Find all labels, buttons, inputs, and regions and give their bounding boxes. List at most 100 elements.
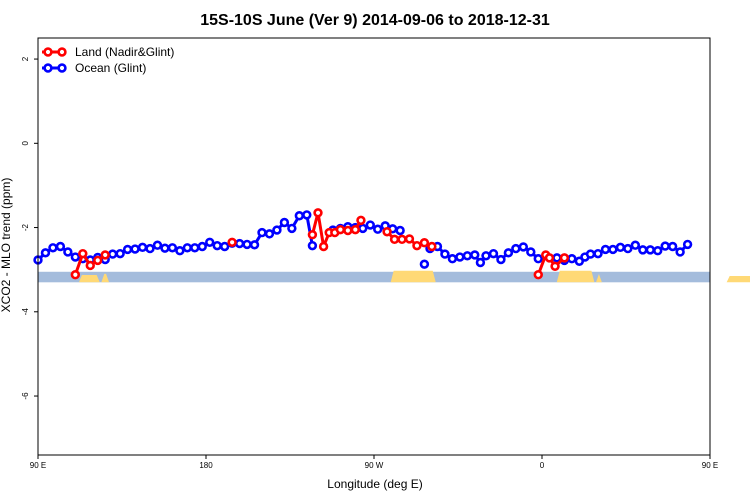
data-point bbox=[475, 257, 486, 268]
legend-marker bbox=[43, 47, 53, 57]
data-point bbox=[427, 241, 437, 252]
x-tick-label: 90 W bbox=[365, 461, 384, 470]
y-tick-label: -2 bbox=[21, 223, 30, 231]
y-axis-label: XCO2 - MLO trend (ppm) bbox=[0, 178, 13, 313]
data-point bbox=[550, 261, 560, 271]
data-point bbox=[488, 248, 499, 259]
data-point bbox=[623, 243, 633, 254]
land-strip-segment bbox=[726, 276, 750, 283]
data-point bbox=[242, 239, 252, 250]
data-point bbox=[294, 211, 305, 221]
data-point bbox=[257, 227, 267, 238]
data-point bbox=[152, 240, 163, 250]
data-point bbox=[404, 234, 415, 244]
data-point bbox=[307, 240, 318, 251]
data-point bbox=[660, 241, 670, 251]
data-point bbox=[115, 248, 125, 259]
data-point bbox=[675, 247, 685, 257]
data-point bbox=[462, 251, 473, 261]
data-point bbox=[264, 229, 275, 239]
data-point bbox=[544, 253, 555, 263]
data-point bbox=[552, 253, 562, 263]
data-point bbox=[440, 249, 450, 259]
legend-marker bbox=[43, 63, 53, 73]
data-point bbox=[533, 254, 543, 264]
legend-marker bbox=[57, 63, 67, 73]
data-point bbox=[219, 241, 230, 252]
data-point bbox=[455, 252, 465, 262]
land-strip-segment bbox=[101, 273, 110, 283]
data-point bbox=[227, 237, 237, 247]
chart-title: 15S-10S June (Ver 9) 2014-09-06 to 2018-… bbox=[200, 12, 550, 29]
data-point bbox=[567, 254, 577, 264]
data-point bbox=[70, 270, 81, 280]
legend: Land (Nadir&Glint) Ocean (Glint) bbox=[42, 45, 174, 75]
data-point bbox=[55, 241, 66, 252]
data-point bbox=[130, 244, 140, 254]
data-point bbox=[356, 215, 366, 226]
data-point bbox=[373, 224, 383, 234]
data-point bbox=[335, 224, 346, 235]
data-point bbox=[63, 247, 73, 257]
data-point bbox=[167, 243, 178, 253]
data-point bbox=[365, 220, 375, 230]
data-point bbox=[197, 241, 207, 252]
data-point bbox=[518, 242, 529, 252]
data-point bbox=[615, 242, 626, 253]
data-point bbox=[190, 243, 200, 253]
x-tick-label: 90 E bbox=[30, 461, 46, 470]
data-point bbox=[40, 248, 51, 258]
data-point bbox=[343, 225, 353, 236]
land-strip-segment bbox=[390, 270, 436, 283]
data-point bbox=[318, 241, 329, 252]
y-tick-label: -6 bbox=[21, 392, 30, 400]
data-point bbox=[182, 243, 193, 253]
land-ocean-strip bbox=[38, 270, 750, 283]
data-point bbox=[667, 241, 678, 252]
data-point bbox=[272, 225, 282, 235]
data-point bbox=[122, 244, 133, 255]
land-strip-segment bbox=[556, 270, 595, 283]
data-point bbox=[608, 244, 618, 255]
series-land bbox=[70, 208, 570, 280]
y-axis: 2 0 -2 -4 -6 bbox=[21, 56, 38, 400]
data-point bbox=[630, 240, 641, 250]
data-point bbox=[447, 254, 458, 264]
x-tick-label: 0 bbox=[540, 461, 545, 470]
data-point bbox=[279, 217, 290, 228]
data-point bbox=[600, 244, 611, 255]
data-point bbox=[85, 260, 95, 271]
x-axis-label: Longitude (deg E) bbox=[327, 477, 422, 491]
data-point bbox=[470, 250, 480, 260]
y-tick-label: 2 bbox=[21, 56, 30, 61]
data-point bbox=[559, 253, 570, 263]
data-point bbox=[533, 270, 543, 280]
data-point bbox=[395, 225, 405, 236]
data-point bbox=[511, 243, 521, 254]
data-point bbox=[137, 242, 148, 253]
land-strip-segment bbox=[596, 273, 602, 283]
data-point bbox=[503, 248, 514, 258]
data-point bbox=[249, 240, 260, 250]
data-point bbox=[419, 259, 430, 269]
data-point bbox=[389, 234, 400, 245]
data-point bbox=[653, 246, 663, 256]
data-point bbox=[481, 251, 491, 261]
data-point bbox=[350, 224, 361, 235]
data-point bbox=[302, 210, 312, 220]
data-point bbox=[496, 254, 506, 265]
data-point bbox=[645, 245, 655, 255]
land-strip-segment bbox=[78, 274, 100, 283]
legend-marker bbox=[57, 47, 67, 57]
data-point bbox=[70, 252, 81, 262]
data-point bbox=[145, 243, 155, 254]
series-layer bbox=[33, 208, 693, 280]
data-point bbox=[412, 240, 422, 251]
x-tick-label: 90 E bbox=[702, 461, 718, 470]
data-point bbox=[234, 238, 245, 249]
data-point bbox=[526, 247, 536, 257]
data-point bbox=[593, 248, 603, 259]
data-point bbox=[48, 243, 58, 253]
data-point bbox=[307, 230, 318, 240]
